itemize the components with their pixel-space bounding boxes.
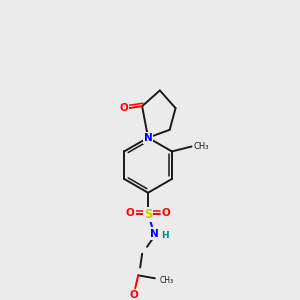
Text: CH₃: CH₃ bbox=[194, 142, 209, 151]
Text: H: H bbox=[161, 230, 168, 239]
Text: O: O bbox=[130, 290, 139, 300]
Text: O: O bbox=[119, 103, 128, 113]
Text: S: S bbox=[144, 208, 152, 221]
Text: O: O bbox=[126, 208, 135, 218]
Text: CH₃: CH₃ bbox=[160, 276, 174, 285]
Text: N: N bbox=[144, 133, 152, 143]
Text: O: O bbox=[161, 208, 170, 218]
Text: N: N bbox=[150, 229, 158, 239]
